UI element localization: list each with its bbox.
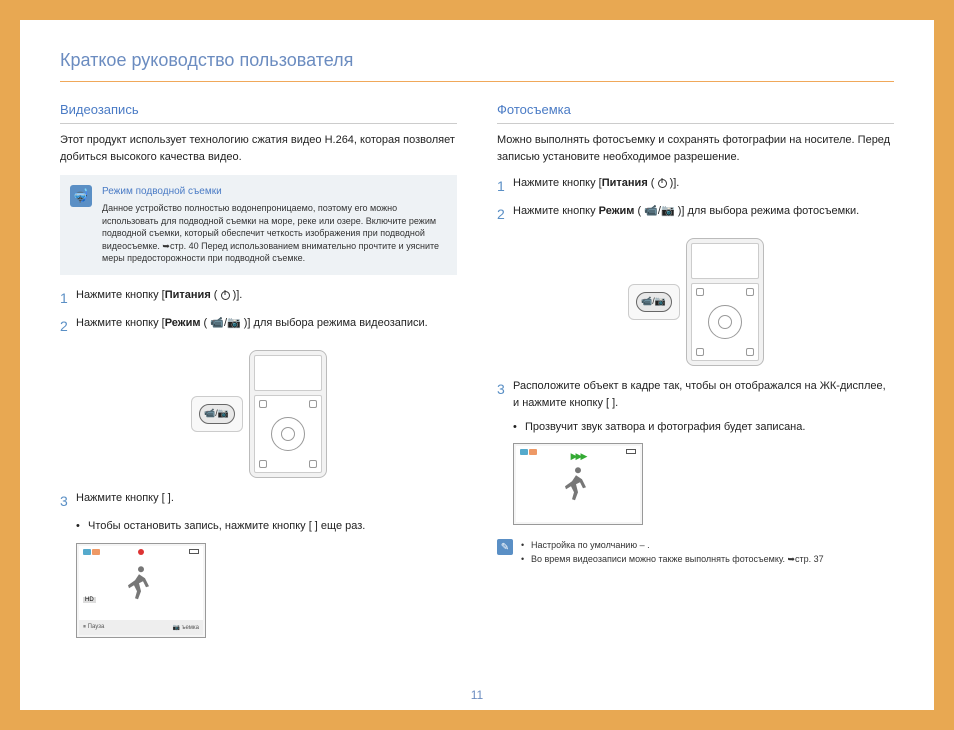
indicator-icons (520, 449, 538, 457)
step-number: 1 (497, 175, 513, 197)
video-step-2: 2 Нажмите кнопку [Режим ( 📹/📷 )] для выб… (60, 315, 457, 337)
screenshot-main: ▶▶▶ (516, 446, 640, 522)
skater-silhouette (560, 464, 596, 510)
device-illustration (686, 238, 764, 366)
photo-step-1: 1 Нажмите кнопку [Питания ( )]. (497, 175, 894, 197)
screenshot-bottom-bar: ⏸ Пауза 📷 ъемка (79, 620, 203, 635)
device-figure-photo: 📹/📷 (497, 238, 894, 366)
left-column: Видеозапись Этот продукт использует техн… (60, 102, 457, 646)
screenshot-main: HD (79, 546, 203, 620)
photo-intro: Можно выполнять фотосъемку и сохранять ф… (497, 132, 894, 165)
step-text: Нажмите кнопку [Питания ( )]. (76, 287, 242, 309)
manual-page: Краткое руководство пользователя Видеоза… (20, 20, 934, 710)
note-item: Настройка по умолчанию – . (521, 539, 824, 553)
page-title: Краткое руководство пользователя (60, 50, 894, 82)
mode-callout: 📹/📷 (628, 284, 680, 320)
mode-icon: 📹/📷 (644, 205, 674, 217)
note-item: Во время видеозаписи можно также выполня… (521, 553, 824, 567)
info-body: Данное устройство полностью водонепрониц… (102, 202, 447, 265)
step-text: Нажмите кнопку Режим ( 📹/📷 )] для выбора… (513, 203, 859, 225)
video-step-3-sub: Чтобы остановить запись, нажмите кнопку … (60, 518, 457, 535)
note-icon: ✎ (497, 539, 513, 555)
device-screen (691, 243, 759, 279)
device-controls (254, 395, 322, 473)
shoot-label: 📷 ъемка (173, 624, 199, 631)
step-number: 1 (60, 287, 76, 309)
device-figure-video: 📹/📷 (60, 350, 457, 478)
step-text: Нажмите кнопку [Питания ( )]. (513, 175, 679, 197)
video-step-3: 3 Нажмите кнопку [ ]. (60, 490, 457, 512)
device-screen (254, 355, 322, 391)
device-controls (691, 283, 759, 361)
video-intro: Этот продукт использует технологию сжати… (60, 132, 457, 165)
video-step-1: 1 Нажмите кнопку [Питания ( )]. (60, 287, 457, 309)
dpad-icon (271, 417, 305, 451)
step-text: Нажмите кнопку [Режим ( 📹/📷 )] для выбор… (76, 315, 428, 337)
power-icon (221, 291, 230, 300)
device-button (259, 460, 267, 468)
photo-screenshot: ▶▶▶ (513, 443, 643, 525)
power-icon (658, 179, 667, 188)
mode-pill-icon: 📹/📷 (199, 404, 235, 424)
record-dot-icon (138, 549, 144, 555)
step-number: 3 (60, 490, 76, 512)
pause-label: ⏸ Пауза (83, 624, 104, 631)
diver-icon: 🤿 (70, 185, 92, 207)
underwater-info-box: 🤿 Режим подводной съемки Данное устройст… (60, 175, 457, 275)
forward-icon: ▶▶▶ (571, 451, 586, 462)
mode-pill-icon: 📹/📷 (636, 292, 672, 312)
mode-callout: 📹/📷 (191, 396, 243, 432)
hd-badge: HD (83, 597, 96, 603)
step-number: 3 (497, 378, 513, 413)
note-list: Настройка по умолчанию – . Во время виде… (521, 539, 824, 566)
right-column: Фотосъемка Можно выполнять фотосъемку и … (497, 102, 894, 646)
photo-step-2: 2 Нажмите кнопку Режим ( 📹/📷 )] для выбо… (497, 203, 894, 225)
device-button (746, 288, 754, 296)
battery-icon (189, 549, 199, 554)
step-number: 2 (60, 315, 76, 337)
device-button (259, 400, 267, 408)
device-illustration (249, 350, 327, 478)
skater-silhouette (123, 562, 159, 608)
two-column-layout: Видеозапись Этот продукт использует техн… (60, 102, 894, 646)
step-text: Расположите объект в кадре так, чтобы он… (513, 378, 894, 413)
device-button (746, 348, 754, 356)
info-content: Режим подводной съемки Данное устройство… (102, 185, 447, 265)
info-title: Режим подводной съемки (102, 185, 447, 199)
step-number: 2 (497, 203, 513, 225)
note-box: ✎ Настройка по умолчанию – . Во время ви… (497, 539, 894, 566)
step-text: Нажмите кнопку [ ]. (76, 490, 174, 512)
device-button (309, 400, 317, 408)
recording-screenshot: HD ⏸ Пауза 📷 ъемка (76, 543, 206, 638)
photo-step-3: 3 Расположите объект в кадре так, чтобы … (497, 378, 894, 413)
page-number: 11 (471, 688, 483, 702)
device-button (696, 348, 704, 356)
photo-step-3-sub: Прозвучит звук затвора и фотография буде… (497, 419, 894, 436)
indicator-icons (83, 549, 101, 557)
device-button (309, 460, 317, 468)
mode-icon: 📹/📷 (210, 317, 240, 329)
section-heading-video: Видеозапись (60, 102, 457, 124)
battery-icon (626, 449, 636, 454)
dpad-icon (708, 305, 742, 339)
section-heading-photo: Фотосъемка (497, 102, 894, 124)
device-button (696, 288, 704, 296)
